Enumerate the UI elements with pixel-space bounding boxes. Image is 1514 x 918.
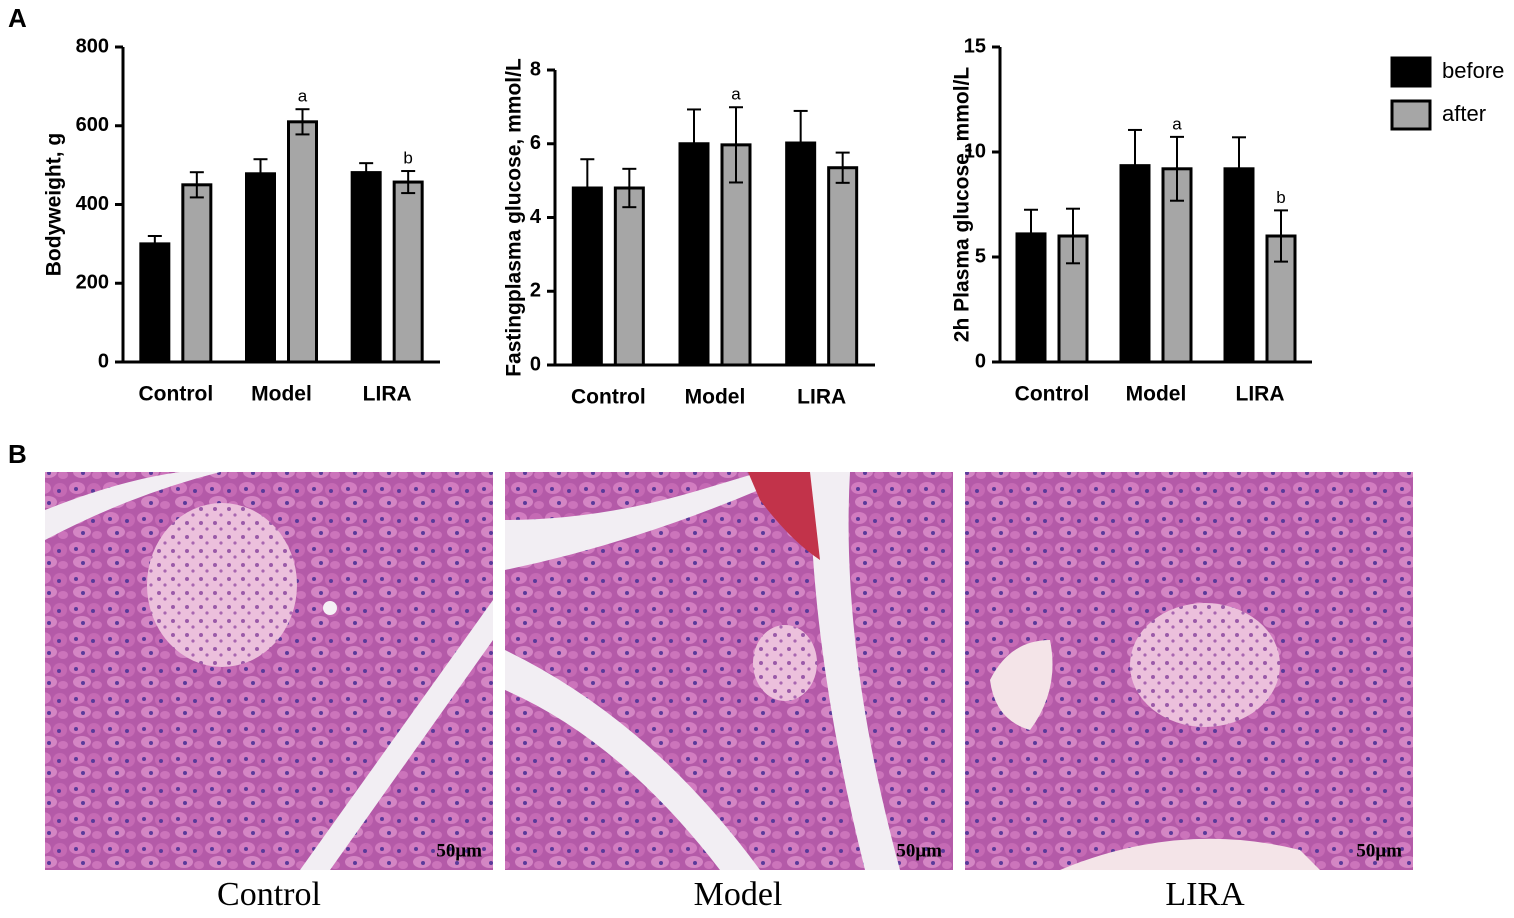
x-tick-label: Model [251,383,312,406]
x-tick-label: Control [139,383,214,406]
error-bar [295,108,310,136]
x-tick-label: Control [571,386,646,409]
annotation: b [1276,188,1285,207]
error-bar [1170,135,1184,202]
y-tick-label: 800 [76,35,109,57]
bar [287,120,318,364]
image-caption: Model [694,876,783,913]
y-tick-label: 10 [964,140,986,162]
error-bar [1274,209,1288,263]
histology-lira [965,472,1413,870]
error-bar [793,109,808,177]
legend-label: after [1442,101,1486,126]
panel-label: B [8,439,27,469]
scale-bar-label: 50μm [896,840,942,861]
bar [785,141,817,367]
y-tick-label: 0 [975,350,986,372]
y-tick-label: 6 [530,132,541,154]
annotation: b [403,149,412,168]
error-bar [622,167,637,209]
y-tick-label: 8 [530,58,541,80]
scale-bar-label: 50μm [1356,840,1402,861]
error-bar [729,106,743,184]
y-tick-label: 200 [76,272,109,294]
error-bar [401,170,416,195]
error-bar [835,151,850,184]
histology-model [505,472,953,870]
histology-control [45,472,493,870]
annotation: a [731,85,741,104]
x-tick-label: Model [685,386,746,409]
y-tick-label: 0 [98,350,109,372]
bar [392,180,424,364]
x-tick-label: Model [1126,383,1187,406]
image-caption: Control [217,876,321,913]
bar [678,142,710,367]
bar [245,172,276,364]
y-tick-label: 400 [76,193,109,215]
y-axis-title: 2h Plasma glucose, mmol/L [951,67,974,343]
y-axis-title: Bodyweight, g [43,133,66,277]
error-bar [189,171,204,199]
y-tick-label: 600 [76,114,109,136]
error-bar [359,162,374,184]
bar [350,171,382,364]
error-bar [1128,128,1142,203]
error-bar [1232,136,1246,202]
bar [613,186,645,367]
x-tick-label: LIRA [1236,383,1285,406]
annotation: a [298,87,308,106]
error-bar [1024,208,1038,260]
image-caption: LIRA [1165,876,1245,913]
legend-swatch [1390,56,1432,88]
bar [181,183,213,364]
y-tick-label: 4 [530,206,542,228]
scale-bar-label: 50μm [436,840,482,861]
error-bar [580,158,595,218]
y-axis-title: Fastingplasma glucose, mmol/L [503,58,526,377]
error-bar [1066,207,1080,265]
error-bar [147,235,162,253]
error-bar [253,158,268,190]
bar [139,242,171,364]
bar [827,166,859,367]
y-tick-label: 5 [975,245,986,267]
x-tick-label: LIRA [797,386,846,409]
y-tick-label: 2 [530,280,541,302]
y-tick-label: 0 [530,353,541,375]
x-tick-label: LIRA [363,383,412,406]
legend-label: before [1442,58,1504,83]
y-tick-label: 15 [964,35,986,57]
x-tick-label: Control [1015,383,1090,406]
panel-label: A [8,3,27,33]
legend-swatch [1390,99,1432,131]
error-bar [687,108,701,180]
annotation: a [1172,114,1182,133]
